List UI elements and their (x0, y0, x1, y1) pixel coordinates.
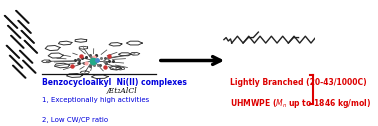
Text: 1, Exceptionally high activities: 1, Exceptionally high activities (42, 97, 149, 103)
Text: Lightly Branched (20-43/1000C): Lightly Branched (20-43/1000C) (230, 78, 367, 87)
Text: Benzocycloalkyl  Ni(II) complexes: Benzocycloalkyl Ni(II) complexes (42, 78, 186, 87)
Text: 2, Low CW/CP ratio: 2, Low CW/CP ratio (42, 117, 108, 123)
Text: UHMWPE ($\it{M}_n$ up to 1846 kg/mol): UHMWPE ($\it{M}_n$ up to 1846 kg/mol) (230, 97, 372, 110)
Text: /Et₂AlCl: /Et₂AlCl (106, 87, 137, 95)
